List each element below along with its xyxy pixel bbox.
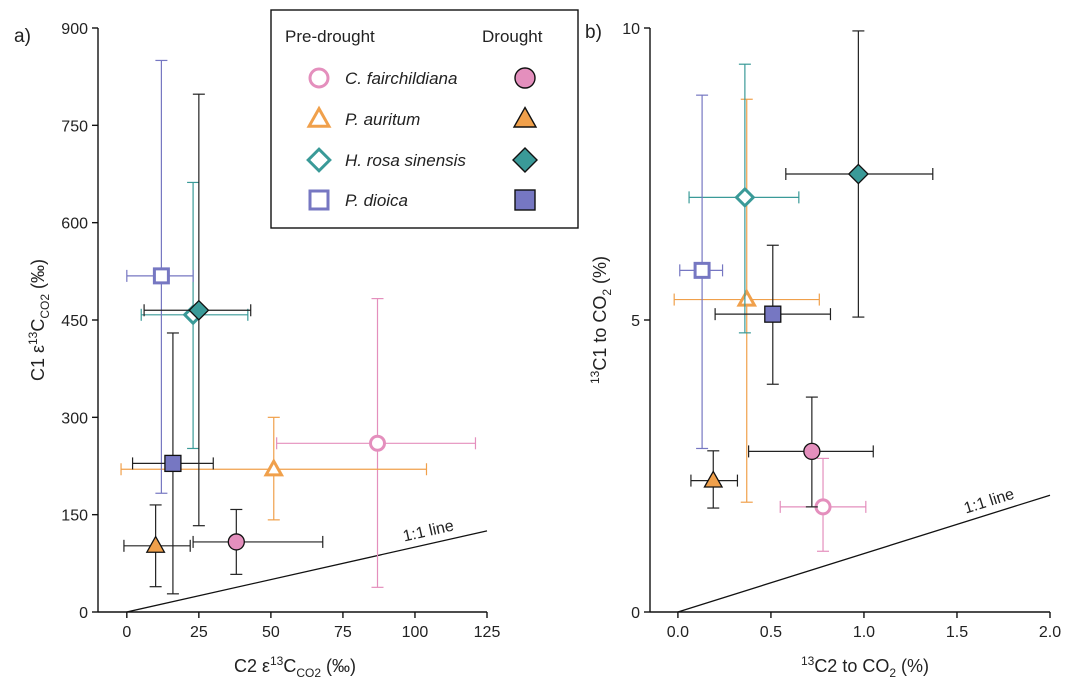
panel-a-x-tick-label: 100 [402,624,429,641]
panel-b-h-rosa-sinensis-pre-drought-point [734,186,756,208]
panel-a-x-axis-label: C2 ε13CCO2 (‰) [234,654,356,680]
panel-b-h-rosa-sinensis-drought-point [847,163,869,185]
panel-a-x-tick-label: 25 [190,624,208,641]
panel-b-c-fairchildiana-pre-drought-point [814,498,832,516]
panel-a-p-dioica-pre-drought-point [152,267,170,285]
panel-a-label: a) [14,26,31,47]
panel-b-y-tick-label: 0 [631,605,640,622]
legend-label-p-dioica: P. dioica [345,191,408,210]
legend-marker-h-rosa-sinensis-drought [512,147,538,173]
legend-header-pre-drought: Pre-drought [285,27,375,46]
panel-a-y-tick-label: 300 [61,410,88,427]
panel-a-p-auritum-pre-drought-point [263,458,285,477]
panel-b-chart: 0 5 10 0.0 0.5 1.0 1.5 2.0 1:1 line [622,21,1061,641]
legend-marker-h-rosa-sinensis-pre-drought [306,147,332,173]
panel-a-y-tick-label: 450 [61,313,88,330]
panel-b-p-dioica-pre-drought-point [693,261,711,279]
legend-marker-p-auritum-drought [512,106,538,128]
panel-a-y-tick-label: 900 [61,21,88,38]
panel-a-h-rosa-sinensis-drought-point [188,299,210,321]
panel-a-one-to-one-label: 1:1 line [401,517,455,545]
panel-b-y-tick-label: 5 [631,313,640,330]
legend-marker-c-fairchildiana-pre-drought [308,67,330,89]
panel-b-p-auritum-drought-point [703,470,724,488]
panel-a-x-tick-label: 125 [474,624,501,641]
legend-marker-p-auritum-pre-drought [306,105,332,128]
panel-a-p-auritum-drought-point [145,535,166,553]
panel-b-x-tick-label: 2.0 [1039,624,1061,641]
legend-header-drought: Drought [482,27,543,46]
panel-b-p-auritum-pre-drought-point [736,288,758,307]
panel-a-y-tick-label: 600 [61,216,88,233]
panel-b-label: b) [585,22,602,43]
legend-marker-c-fairchildiana-drought [514,67,536,89]
panel-b-x-tick-label: 1.0 [853,624,875,641]
panel-b-x-tick-label: 0.5 [760,624,782,641]
legend-label-p-auritum: P. auritum [345,110,420,129]
legend-marker-p-dioica-pre-drought [308,189,330,211]
panel-a-x-tick-label: 0 [122,624,131,641]
panel-a-y-tick-label: 0 [79,605,88,622]
panel-b-y-tick-label: 10 [622,21,640,38]
panel-b-p-dioica-drought-point [764,305,782,323]
legend-marker-p-dioica-drought [514,189,536,211]
panel-b-one-to-one-label: 1:1 line [962,486,1016,518]
panel-a-y-tick-label: 150 [61,508,88,525]
panel-a-x-tick-label: 75 [334,624,352,641]
panel-b-x-tick-label: 1.5 [946,624,968,641]
panel-a-y-tick-label: 750 [61,118,88,135]
panel-b-one-to-one-line [677,494,1051,613]
panel-a-c-fairchildiana-drought-point [227,533,245,551]
panel-b-x-tick-label: 0.0 [667,624,689,641]
panel-a-p-dioica-drought-point [164,454,182,473]
panel-b-x-axis-label: 13C2 to CO2 (%) [801,654,929,680]
panel-a-c-fairchildiana-pre-drought-point [369,434,387,452]
legend: Pre-drought Drought C. fairchildiana P. a… [270,9,579,229]
panel-a-one-to-one-line [126,530,488,613]
panel-b-y-axis-label: 13C1 to CO2 (%) [588,256,614,384]
legend-label-h-rosa-sinensis: H. rosa sinensis [345,151,466,170]
panel-a-y-axis-label: C1 ε13CCO2 (‰) [26,259,52,381]
panel-a-x-tick-label: 50 [262,624,280,641]
panel-b-c-fairchildiana-drought-point [803,442,821,461]
legend-label-c-fairchildiana: C. fairchildiana [345,69,457,88]
